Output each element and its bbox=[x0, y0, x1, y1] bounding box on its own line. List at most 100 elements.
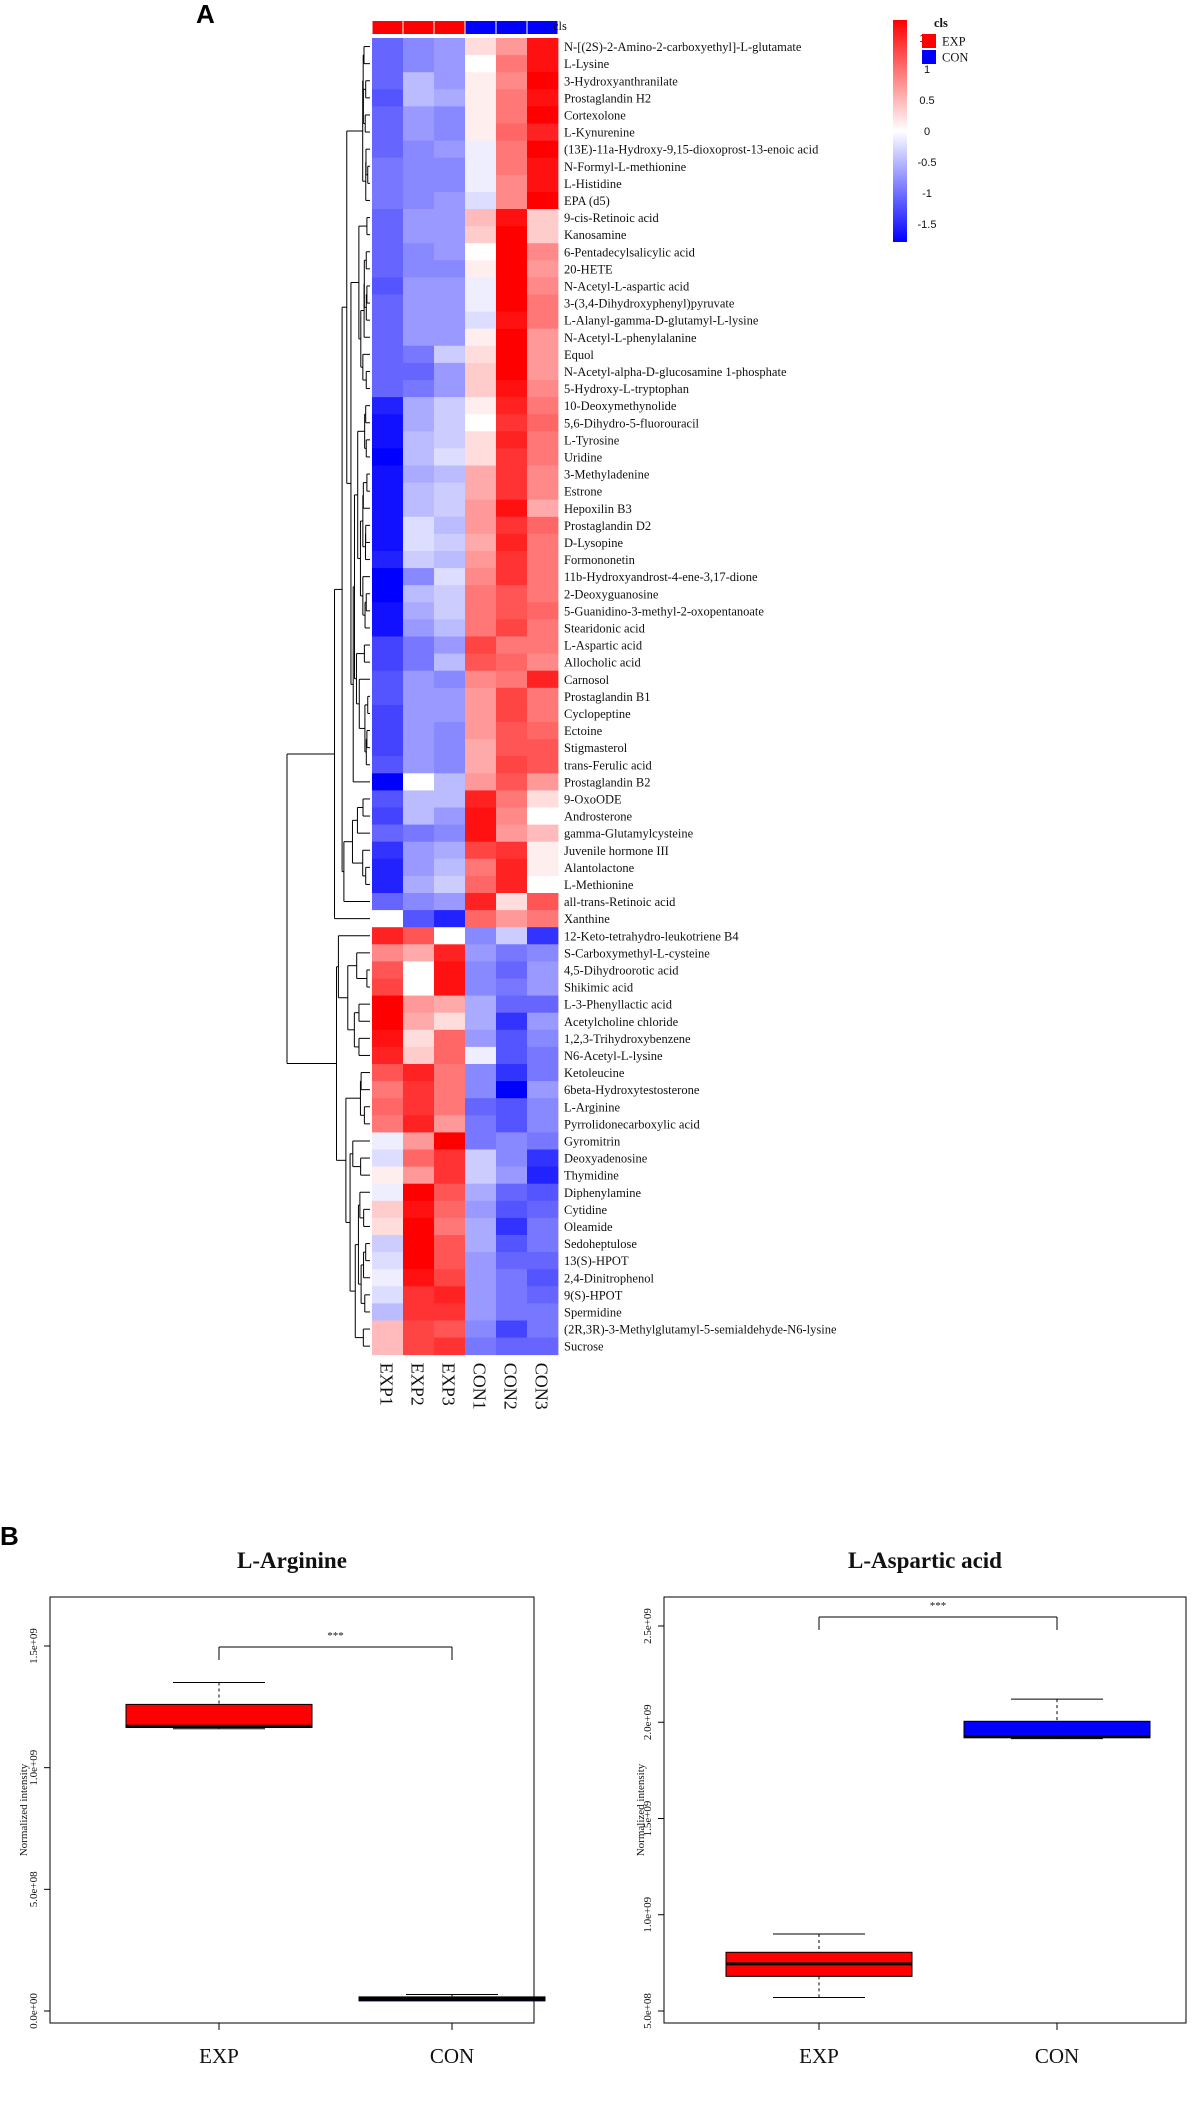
row-label-3-hydroxyanthranilate: 3-Hydroxyanthranilate bbox=[564, 74, 678, 88]
heat-cell bbox=[527, 1046, 559, 1065]
heat-cell bbox=[372, 482, 404, 501]
heat-cell bbox=[403, 893, 435, 911]
row-label-cytidine: Cytidine bbox=[564, 1203, 608, 1217]
heat-cell bbox=[496, 790, 528, 808]
heat-cell bbox=[403, 140, 435, 159]
heat-cell bbox=[527, 106, 559, 124]
heat-cell bbox=[434, 1166, 466, 1185]
plot-title: L-Aspartic acid bbox=[848, 1548, 1002, 1573]
heat-cell bbox=[372, 619, 404, 637]
group-legend-label-exp: EXP bbox=[942, 35, 966, 49]
row-label-l-histidine: L-Histidine bbox=[564, 177, 622, 191]
row-label-3-3-4-dihydroxyphenyl-pyruvate: 3-(3,4-Dihydroxyphenyl)pyruvate bbox=[564, 297, 735, 311]
x-category-exp: EXP bbox=[799, 2044, 839, 2068]
row-label-d-lysopine: D-Lysopine bbox=[564, 536, 623, 550]
heat-cell bbox=[527, 995, 559, 1014]
heat-cell bbox=[403, 55, 435, 73]
row-label-all-trans-retinoic-acid: all-trans-Retinoic acid bbox=[564, 895, 676, 909]
heat-cell bbox=[372, 89, 404, 107]
row-label-n-acetyl-l-phenylalanine: N-Acetyl-L-phenylalanine bbox=[564, 331, 697, 345]
heat-cell bbox=[496, 1183, 528, 1202]
heat-cell bbox=[372, 1166, 404, 1185]
heat-cell bbox=[403, 1337, 435, 1356]
heat-cell bbox=[434, 362, 466, 381]
heatmap-panel: cls N-[(2S)-2-Amino-2-carboxyethyl]-L-gl… bbox=[286, 16, 968, 1410]
heat-cell bbox=[434, 893, 466, 911]
heat-cell bbox=[496, 1303, 528, 1321]
heat-cell bbox=[465, 995, 497, 1014]
heat-cell bbox=[403, 38, 435, 56]
heat-cell bbox=[434, 1115, 466, 1133]
heat-cell bbox=[372, 773, 404, 791]
heat-cell bbox=[527, 978, 559, 996]
heat-cell bbox=[372, 824, 404, 843]
heat-cell bbox=[496, 482, 528, 501]
heat-cell bbox=[527, 226, 559, 244]
heat-cell bbox=[434, 209, 466, 227]
heat-cell bbox=[434, 397, 466, 415]
heat-cell bbox=[372, 1337, 404, 1356]
heat-cell bbox=[496, 1252, 528, 1270]
heat-cell bbox=[434, 1029, 466, 1048]
heat-cell bbox=[527, 482, 559, 501]
heat-cell bbox=[434, 841, 466, 860]
heat-cell bbox=[403, 807, 435, 825]
heat-cell bbox=[372, 927, 404, 945]
heat-cell bbox=[403, 191, 435, 210]
heat-cell bbox=[403, 123, 435, 141]
heat-cell bbox=[372, 157, 404, 176]
heat-cell bbox=[496, 123, 528, 141]
heat-cell bbox=[403, 1029, 435, 1048]
heat-cell bbox=[434, 944, 466, 962]
annotation-cell-exp bbox=[403, 21, 434, 34]
heat-cell bbox=[434, 1286, 466, 1304]
group-legend-swatch-con bbox=[922, 50, 936, 64]
heat-cell bbox=[434, 277, 466, 295]
heat-cell bbox=[527, 1337, 559, 1356]
heat-cell bbox=[372, 174, 404, 193]
heat-cell bbox=[403, 722, 435, 740]
heat-cell bbox=[496, 704, 528, 723]
heat-cell bbox=[372, 1269, 404, 1287]
heat-cell bbox=[403, 551, 435, 569]
boxplot-l-arginine: L-Arginine 0.0e+00 5.0e+08 1.0e+09 1.5e+09 No… bbox=[18, 1548, 546, 2068]
heat-cell bbox=[465, 568, 497, 586]
heat-cell bbox=[403, 619, 435, 637]
heat-cell bbox=[465, 636, 497, 654]
heat-cell bbox=[403, 106, 435, 124]
heat-cell bbox=[465, 123, 497, 141]
heat-cell bbox=[434, 1012, 466, 1031]
row-label-deoxyadenosine: Deoxyadenosine bbox=[564, 1152, 648, 1166]
heat-cell bbox=[527, 1269, 559, 1287]
heat-cell bbox=[496, 89, 528, 107]
row-label-13e-11a-hydroxy-9-15-dioxoprost-13-enoic-acid: (13E)-11a-Hydroxy-9,15-dioxoprost-13-eno… bbox=[564, 143, 819, 157]
column-label-exp3: EXP3 bbox=[439, 1363, 459, 1406]
heat-cell bbox=[434, 1269, 466, 1287]
row-label-kanosamine: Kanosamine bbox=[564, 228, 627, 242]
heat-cell bbox=[403, 670, 435, 689]
row-label-prostaglandin-b2: Prostaglandin B2 bbox=[564, 775, 650, 789]
heat-cell bbox=[465, 1303, 497, 1321]
heat-cell bbox=[496, 397, 528, 415]
heat-cell bbox=[496, 1166, 528, 1185]
y-tick-label: 1.5e+09 bbox=[642, 1800, 654, 1836]
heat-cell bbox=[496, 499, 528, 518]
heat-cell bbox=[372, 328, 404, 347]
row-label-cortexolone: Cortexolone bbox=[564, 108, 626, 122]
row-label-n-formyl-l-methionine: N-Formyl-L-methionine bbox=[564, 160, 687, 174]
heat-cell bbox=[403, 687, 435, 706]
heat-cell bbox=[465, 1269, 497, 1287]
heat-cell bbox=[434, 1081, 466, 1099]
heat-cell bbox=[496, 1098, 528, 1116]
heat-cell bbox=[465, 1252, 497, 1270]
row-label-1-2-3-trihydroxybenzene: 1,2,3-Trihydroxybenzene bbox=[564, 1032, 691, 1046]
heat-cell bbox=[434, 858, 466, 877]
heat-cell bbox=[527, 773, 559, 791]
x-category-exp: EXP bbox=[199, 2044, 239, 2068]
heat-cell bbox=[496, 670, 528, 689]
heat-cell bbox=[465, 1081, 497, 1099]
heat-cell bbox=[465, 482, 497, 501]
heat-cell bbox=[372, 1098, 404, 1116]
column-labels: EXP1 EXP2 EXP3 CON1 CON2 CON3 bbox=[377, 1363, 552, 1410]
row-label-pyrrolidonecarboxylic-acid: Pyrrolidonecarboxylic acid bbox=[564, 1117, 700, 1131]
